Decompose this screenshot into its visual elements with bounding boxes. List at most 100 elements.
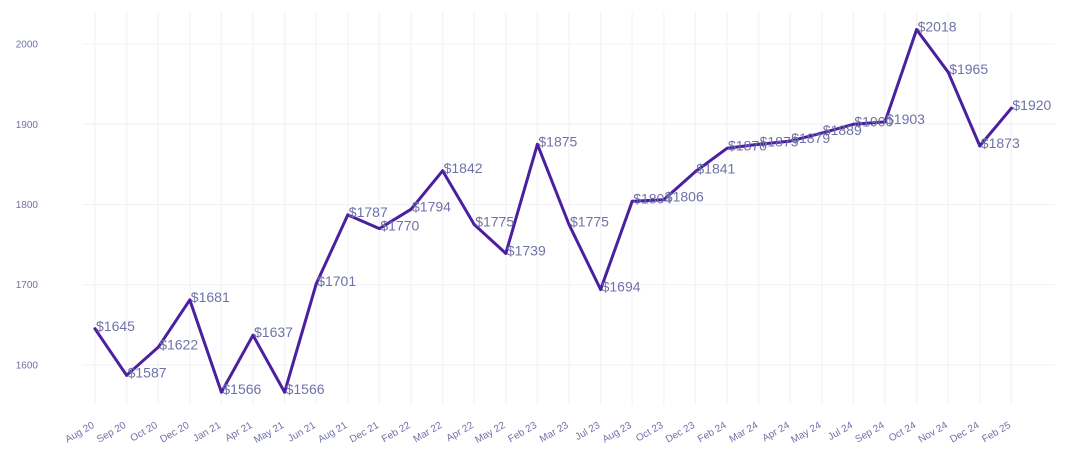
x-tick-label: Jun 21 bbox=[286, 420, 318, 445]
data-label: $1622 bbox=[159, 336, 198, 352]
x-tick-label: Jul 23 bbox=[573, 420, 602, 443]
x-tick-label: Feb 23 bbox=[506, 420, 539, 445]
x-tick-label: Oct 24 bbox=[887, 420, 918, 444]
data-label: $1566 bbox=[222, 381, 261, 397]
data-label: $1870 bbox=[728, 137, 767, 153]
data-label: $1794 bbox=[412, 198, 451, 214]
data-label: $1900 bbox=[854, 113, 893, 129]
data-point bbox=[441, 169, 445, 173]
data-point bbox=[377, 227, 381, 231]
data-label: $1841 bbox=[696, 161, 735, 177]
data-label: $2018 bbox=[918, 19, 957, 35]
x-tick-label: Aug 21 bbox=[316, 420, 349, 446]
data-label: $1775 bbox=[570, 214, 609, 230]
x-tick-label: Mar 22 bbox=[412, 420, 445, 445]
x-tick-label: Feb 24 bbox=[696, 420, 729, 445]
data-point bbox=[188, 298, 192, 302]
data-label: $1873 bbox=[981, 135, 1020, 151]
data-label: $1787 bbox=[349, 204, 388, 220]
x-tick-label: Jan 21 bbox=[191, 420, 223, 445]
data-labels-layer: $1645 $1587 $1622 $1681 $1566 $1637 $1566 $1701… bbox=[96, 19, 1052, 398]
series-line bbox=[93, 28, 1013, 394]
data-point bbox=[883, 120, 887, 124]
y-tick-label: 1900 bbox=[16, 120, 39, 131]
x-tick-label: Aug 23 bbox=[601, 420, 634, 446]
data-point bbox=[599, 288, 603, 292]
x-tick-label: Dec 21 bbox=[348, 420, 381, 446]
data-label: $1920 bbox=[1012, 97, 1051, 113]
data-point bbox=[630, 199, 634, 203]
data-point bbox=[346, 213, 350, 217]
x-tick-label: Mar 23 bbox=[538, 420, 571, 445]
y-tick-label: 1600 bbox=[16, 360, 39, 371]
data-point bbox=[314, 282, 318, 286]
data-point bbox=[251, 333, 255, 337]
data-point bbox=[725, 146, 729, 150]
x-tick-label: May 21 bbox=[252, 420, 286, 446]
data-point bbox=[851, 122, 855, 126]
y-tick-label: 1700 bbox=[16, 280, 39, 291]
data-label: $1587 bbox=[128, 364, 167, 380]
data-point bbox=[757, 142, 761, 146]
x-tick-label: Apr 22 bbox=[445, 420, 476, 444]
data-label: $1694 bbox=[602, 279, 641, 295]
data-label: $1637 bbox=[254, 324, 293, 340]
data-label: $1701 bbox=[317, 273, 356, 289]
data-point bbox=[915, 28, 919, 32]
x-tick-label: Feb 25 bbox=[980, 420, 1013, 445]
data-point bbox=[1009, 106, 1013, 110]
x-tick-label: Nov 24 bbox=[917, 420, 950, 446]
data-point bbox=[946, 70, 950, 74]
data-label: $1566 bbox=[286, 381, 325, 397]
data-point bbox=[820, 131, 824, 135]
x-tick-label: Sep 24 bbox=[854, 420, 887, 446]
data-label: $1645 bbox=[96, 318, 135, 334]
data-label: $1842 bbox=[444, 160, 483, 176]
x-tick-label: Apr 24 bbox=[761, 420, 792, 444]
x-tick-label: Feb 22 bbox=[380, 420, 413, 445]
x-tick-label: Aug 20 bbox=[64, 420, 97, 446]
x-tick-label: Oct 23 bbox=[634, 420, 665, 444]
data-point bbox=[662, 198, 666, 202]
x-tick-label: Mar 24 bbox=[728, 420, 761, 445]
data-label: $1889 bbox=[823, 122, 862, 138]
data-point bbox=[978, 144, 982, 148]
x-tick-label: Dec 20 bbox=[158, 420, 191, 446]
data-label: $1965 bbox=[949, 61, 988, 77]
y-axis: 1600 1700 1800 1900 2000 bbox=[16, 40, 39, 372]
x-tick-label: Apr 21 bbox=[223, 420, 254, 444]
data-label: $1903 bbox=[886, 111, 925, 127]
data-point bbox=[693, 170, 697, 174]
data-label: $1804 bbox=[633, 190, 672, 206]
y-tick-label: 2000 bbox=[16, 40, 39, 51]
x-tick-label: May 22 bbox=[473, 420, 507, 446]
data-label: $1770 bbox=[380, 218, 419, 234]
data-label: $1879 bbox=[791, 130, 830, 146]
data-point bbox=[535, 142, 539, 146]
data-label: $1681 bbox=[191, 289, 230, 305]
data-label: $1775 bbox=[475, 214, 514, 230]
grid-layer bbox=[82, 12, 1055, 405]
data-point bbox=[409, 207, 413, 211]
data-point bbox=[93, 327, 97, 331]
x-tick-label: Oct 20 bbox=[129, 420, 160, 444]
data-label: $1875 bbox=[760, 133, 799, 149]
data-point bbox=[504, 251, 508, 255]
data-point bbox=[283, 390, 287, 394]
data-point bbox=[788, 139, 792, 143]
data-point bbox=[156, 345, 160, 349]
x-tick-label: Jul 24 bbox=[826, 420, 855, 443]
data-point bbox=[567, 223, 571, 227]
x-tick-label: Dec 23 bbox=[664, 420, 697, 446]
x-tick-label: May 24 bbox=[789, 420, 823, 446]
series-line-layer bbox=[93, 28, 1013, 394]
data-point bbox=[472, 223, 476, 227]
data-label: $1875 bbox=[538, 133, 577, 149]
x-tick-label: Dec 24 bbox=[948, 420, 981, 446]
data-point bbox=[125, 373, 129, 377]
y-tick-label: 1800 bbox=[16, 200, 39, 211]
data-point bbox=[219, 390, 223, 394]
